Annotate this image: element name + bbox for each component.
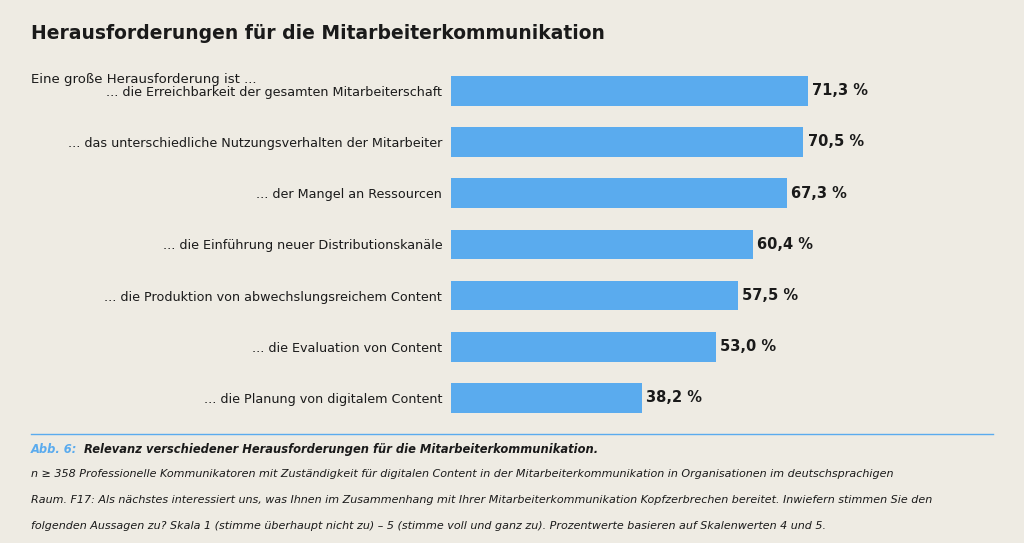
Text: 57,5 %: 57,5 % bbox=[742, 288, 799, 303]
Text: folgenden Aussagen zu? Skala 1 (stimme überhaupt nicht zu) – 5 (stimme voll und : folgenden Aussagen zu? Skala 1 (stimme ü… bbox=[31, 521, 825, 531]
Text: 67,3 %: 67,3 % bbox=[792, 186, 847, 201]
Text: 70,5 %: 70,5 % bbox=[808, 135, 863, 149]
Text: 60,4 %: 60,4 % bbox=[757, 237, 813, 252]
Text: Eine große Herausforderung ist ...: Eine große Herausforderung ist ... bbox=[31, 73, 256, 86]
Text: Relevanz verschiedener Herausforderungen für die Mitarbeiterkommunikation.: Relevanz verschiedener Herausforderungen… bbox=[84, 443, 598, 456]
Bar bbox=[451, 230, 753, 259]
Bar bbox=[451, 281, 738, 311]
Bar bbox=[451, 383, 642, 413]
Text: 71,3 %: 71,3 % bbox=[811, 83, 867, 98]
Text: Herausforderungen für die Mitarbeiterkommunikation: Herausforderungen für die Mitarbeiterkom… bbox=[31, 24, 604, 43]
Bar bbox=[451, 76, 808, 105]
Bar bbox=[451, 127, 804, 157]
Text: 53,0 %: 53,0 % bbox=[720, 339, 776, 354]
Bar bbox=[451, 332, 716, 362]
Text: Raum. F17: Als nächstes interessiert uns, was Ihnen im Zusammenhang mit Ihrer Mi: Raum. F17: Als nächstes interessiert uns… bbox=[31, 495, 932, 504]
Text: 38,2 %: 38,2 % bbox=[646, 390, 701, 406]
Bar bbox=[451, 178, 787, 208]
Text: Abb. 6:: Abb. 6: bbox=[31, 443, 81, 456]
Text: n ≥ 358 Professionelle Kommunikatoren mit Zuständigkeit für digitalen Content in: n ≥ 358 Professionelle Kommunikatoren mi… bbox=[31, 469, 893, 478]
